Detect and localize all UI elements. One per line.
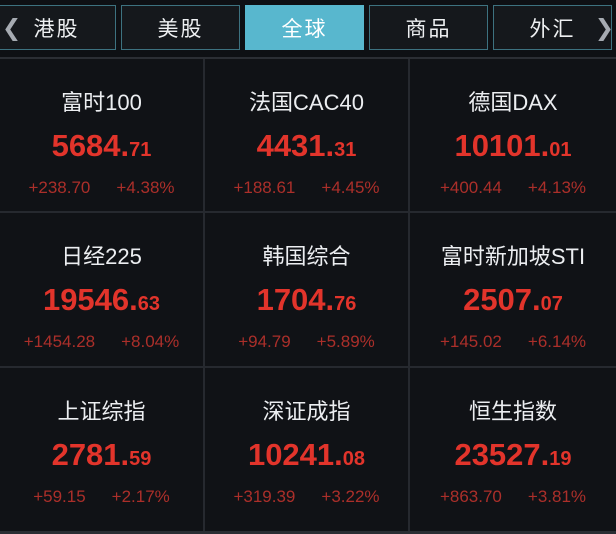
price-fraction: 07 <box>540 293 563 315</box>
change-value: +400.44 <box>439 178 502 197</box>
price-fraction: 59 <box>129 448 152 470</box>
tab-hk-stocks[interactable]: 港股 <box>0 5 116 50</box>
index-price: 10241.08 <box>205 438 408 478</box>
index-price: 2781.59 <box>0 438 203 478</box>
index-name: 日经225 <box>61 244 142 269</box>
price-integer: 4431. <box>256 128 335 163</box>
change-value: +59.15 <box>33 487 86 506</box>
change-percent: +8.04% <box>121 332 180 351</box>
index-price: 10101.01 <box>410 129 616 169</box>
index-price: 1704.76 <box>205 283 408 323</box>
index-card-szse-component[interactable]: 深证成指 10241.08 +319.39 +3.22% <box>205 368 410 534</box>
tabs-scroll-right-icon[interactable]: ❯ <box>594 14 614 41</box>
price-integer: 5684. <box>51 128 130 163</box>
index-card-dax[interactable]: 德国DAX 10101.01 +400.44 +4.13% <box>410 59 616 213</box>
index-card-sti[interactable]: 富时新加坡STI 2507.07 +145.02 +6.14% <box>410 213 616 368</box>
index-name: 恒生指数 <box>468 399 557 424</box>
tab-commodities[interactable]: 商品 <box>369 5 488 50</box>
change-percent: +4.45% <box>321 178 380 197</box>
change-percent: +5.89% <box>316 332 375 351</box>
index-grid: 富时100 5684.71 +238.70 +4.38% 法国CAC40 4431… <box>0 59 616 534</box>
index-card-ftse100[interactable]: 富时100 5684.71 +238.70 +4.38% <box>0 59 205 213</box>
change-percent: +3.81% <box>527 487 587 506</box>
price-integer: 2781. <box>51 437 130 472</box>
price-integer: 23527. <box>454 437 550 472</box>
change-value: +145.02 <box>439 332 502 351</box>
change-value: +1454.28 <box>23 332 96 351</box>
change-percent: +3.22% <box>321 487 380 506</box>
price-fraction: 19 <box>549 448 572 470</box>
index-change-row: +145.02 +6.14% <box>410 332 616 352</box>
tabs-scroll-left-icon[interactable]: ❮ <box>2 14 22 41</box>
index-price: 23527.19 <box>410 438 616 478</box>
tab-global[interactable]: 全球 <box>245 5 364 50</box>
market-tabs: 港股 美股 全球 商品 外汇 <box>0 5 612 50</box>
index-price: 5684.71 <box>0 129 203 169</box>
price-fraction: 63 <box>137 293 161 315</box>
index-change-row: +94.79 +5.89% <box>205 332 408 352</box>
index-card-cac40[interactable]: 法国CAC40 4431.31 +188.61 +4.45% <box>205 59 410 213</box>
price-fraction: 08 <box>342 448 366 470</box>
index-name: 德国DAX <box>468 90 558 115</box>
index-card-nikkei225[interactable]: 日经225 19546.63 +1454.28 +8.04% <box>0 213 205 368</box>
index-price: 4431.31 <box>205 129 408 169</box>
index-change-row: +188.61 +4.45% <box>205 178 408 198</box>
price-integer: 2507. <box>463 282 541 317</box>
change-value: +238.70 <box>28 178 91 197</box>
index-name: 富时新加坡STI <box>440 244 586 269</box>
index-name: 韩国综合 <box>262 244 351 269</box>
change-percent: +4.13% <box>527 178 587 197</box>
price-integer: 10241. <box>247 437 343 472</box>
index-change-row: +319.39 +3.22% <box>205 487 408 507</box>
change-value: +319.39 <box>233 487 296 506</box>
index-change-row: +863.70 +3.81% <box>410 487 616 507</box>
index-name: 法国CAC40 <box>249 90 364 115</box>
change-value: +188.61 <box>233 178 296 197</box>
index-name: 上证综指 <box>57 399 146 424</box>
index-change-row: +59.15 +2.17% <box>0 487 203 507</box>
index-card-kospi[interactable]: 韩国综合 1704.76 +94.79 +5.89% <box>205 213 410 368</box>
bottom-divider <box>0 531 616 534</box>
index-price: 19546.63 <box>0 283 203 323</box>
index-change-row: +1454.28 +8.04% <box>0 332 203 352</box>
price-fraction: 76 <box>334 293 357 315</box>
tab-us-stocks[interactable]: 美股 <box>121 5 240 50</box>
change-percent: +2.17% <box>111 487 170 506</box>
index-change-row: +238.70 +4.38% <box>0 178 203 198</box>
change-percent: +4.38% <box>116 178 175 197</box>
change-value: +94.79 <box>238 332 291 351</box>
change-value: +863.70 <box>439 487 502 506</box>
index-name: 深证成指 <box>262 399 351 424</box>
market-tabbar: ❮ 港股 美股 全球 商品 外汇 ❯ <box>0 0 616 59</box>
index-change-row: +400.44 +4.13% <box>410 178 616 198</box>
price-integer: 19546. <box>42 282 138 317</box>
price-fraction: 31 <box>334 139 357 161</box>
price-fraction: 71 <box>129 139 152 161</box>
price-integer: 10101. <box>454 128 550 163</box>
index-card-hang-seng[interactable]: 恒生指数 23527.19 +863.70 +3.81% <box>410 368 616 534</box>
price-fraction: 01 <box>549 139 572 161</box>
index-price: 2507.07 <box>410 283 616 323</box>
price-integer: 1704. <box>256 282 335 317</box>
change-percent: +6.14% <box>527 332 587 351</box>
tab-forex[interactable]: 外汇 <box>493 5 612 50</box>
index-card-sse-composite[interactable]: 上证综指 2781.59 +59.15 +2.17% <box>0 368 205 534</box>
index-name: 富时100 <box>61 90 142 115</box>
